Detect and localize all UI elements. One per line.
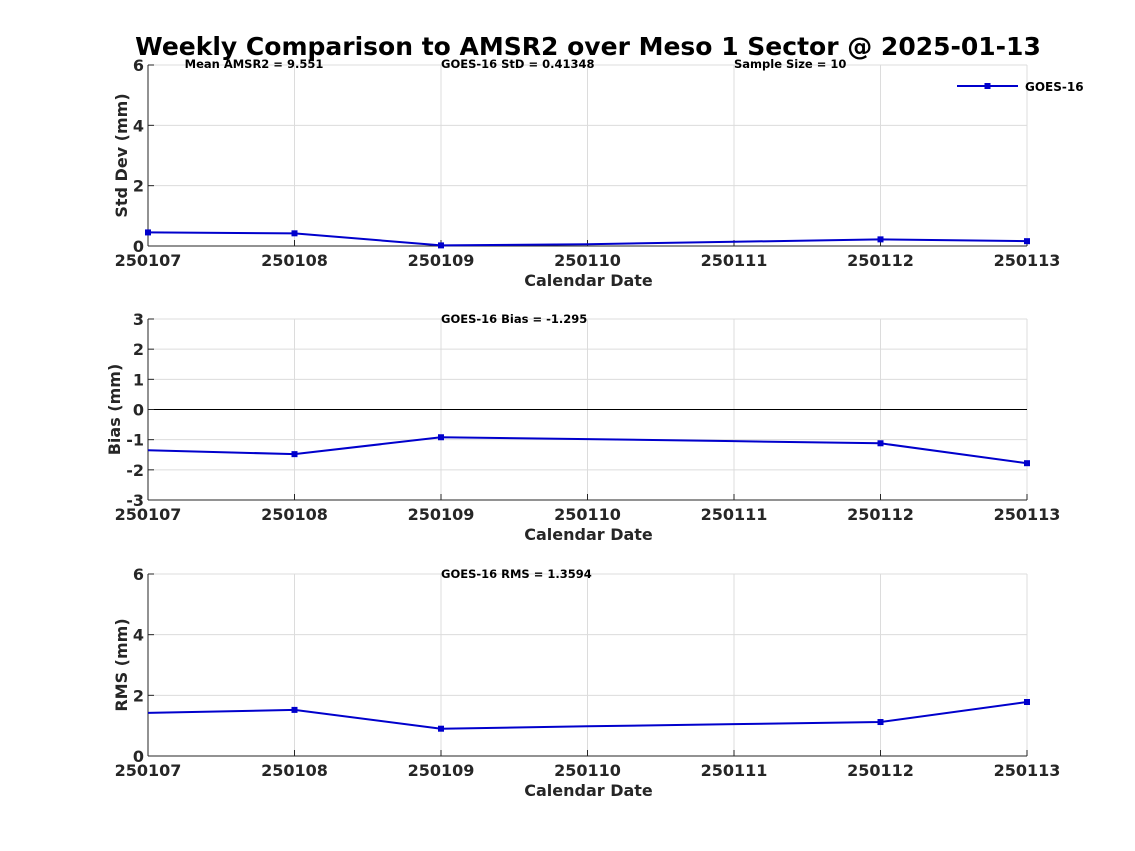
x-tick-label: 250109 <box>408 761 475 780</box>
x-tick-label: 250112 <box>847 761 914 780</box>
stat-annotation: GOES-16 RMS = 1.3594 <box>441 567 592 581</box>
data-point <box>877 236 884 243</box>
y-tick-label: 0 <box>133 401 144 420</box>
chart-panel-bias: -3 -2 -1 0 1 2 3 250107 250108 250109 250110 250111… <box>105 310 1060 544</box>
x-axis-label: Calendar Date <box>524 271 653 290</box>
data-point <box>291 230 298 237</box>
data-point <box>1024 460 1030 467</box>
x-tick-label: 250111 <box>701 251 768 270</box>
x-tick-label: 250113 <box>994 505 1061 524</box>
stat-annotation: GOES-16 Bias = -1.295 <box>441 312 587 326</box>
x-tick-label: 250112 <box>847 251 914 270</box>
x-tick-label: 250113 <box>994 761 1061 780</box>
chart-panel-stddev: 0 2 4 6 250107 250108 250109 250110 250111 250112… <box>112 56 1084 290</box>
stat-annotation: GOES-16 StD = 0.41348 <box>441 57 594 71</box>
y-tick-label: 6 <box>133 56 144 75</box>
y-tick-label: -1 <box>126 431 144 450</box>
data-point <box>877 440 884 447</box>
data-point <box>145 229 151 236</box>
y-axis-label: Bias (mm) <box>105 364 124 456</box>
y-tick-label: 2 <box>133 340 144 359</box>
x-tick-label: 250110 <box>554 251 621 270</box>
y-axis-label: Std Dev (mm) <box>112 93 131 217</box>
data-point <box>438 434 444 441</box>
data-point <box>438 725 444 732</box>
x-tick-label: 250108 <box>261 251 328 270</box>
x-axis-label: Calendar Date <box>524 525 653 544</box>
data-point <box>291 706 298 713</box>
x-tick-label: 250112 <box>847 505 914 524</box>
data-point <box>1024 238 1030 245</box>
data-point <box>877 719 884 726</box>
x-tick-label: 250107 <box>115 505 182 524</box>
x-tick-label: 250110 <box>554 505 621 524</box>
x-tick-label: 250113 <box>994 251 1061 270</box>
y-tick-label: -2 <box>126 461 144 480</box>
x-tick-label: 250109 <box>408 251 475 270</box>
x-tick-label: 250108 <box>261 761 328 780</box>
data-point <box>291 451 298 458</box>
legend-marker <box>984 83 991 89</box>
y-tick-label: 2 <box>133 177 144 196</box>
y-axis-label: RMS (mm) <box>112 618 131 711</box>
chart-panel-rms: 0 2 4 6 250107 250108 250109 250110 250111 250112… <box>112 565 1060 800</box>
legend-label: GOES-16 <box>1025 80 1084 94</box>
legend: GOES-16 <box>957 80 1084 94</box>
x-tick-label: 250111 <box>701 505 768 524</box>
x-tick-label: 250107 <box>115 761 182 780</box>
y-tick-label: 6 <box>133 565 144 584</box>
x-tick-label: 250108 <box>261 505 328 524</box>
figure-title: Weekly Comparison to AMSR2 over Meso 1 S… <box>135 32 1041 61</box>
stat-annotation: Mean AMSR2 = 9.551 <box>185 57 324 71</box>
x-tick-label: 250107 <box>115 251 182 270</box>
x-tick-label: 250110 <box>554 761 621 780</box>
data-point <box>1024 699 1030 706</box>
y-tick-label: 4 <box>133 626 144 645</box>
data-point <box>438 242 444 249</box>
stat-annotation: Sample Size = 10 <box>734 57 846 71</box>
y-tick-label: 3 <box>133 310 144 329</box>
y-tick-label: 1 <box>133 370 144 389</box>
x-axis-label: Calendar Date <box>524 781 653 800</box>
y-tick-label: 2 <box>133 686 144 705</box>
y-tick-label: 0 <box>133 747 144 766</box>
x-tick-label: 250109 <box>408 505 475 524</box>
panels-group: 0 2 4 6 250107 250108 250109 250110 250111 250112… <box>105 56 1084 800</box>
y-tick-label: -3 <box>126 491 144 510</box>
y-tick-label: 4 <box>133 116 144 135</box>
y-tick-label: 0 <box>133 237 144 256</box>
x-tick-label: 250111 <box>701 761 768 780</box>
